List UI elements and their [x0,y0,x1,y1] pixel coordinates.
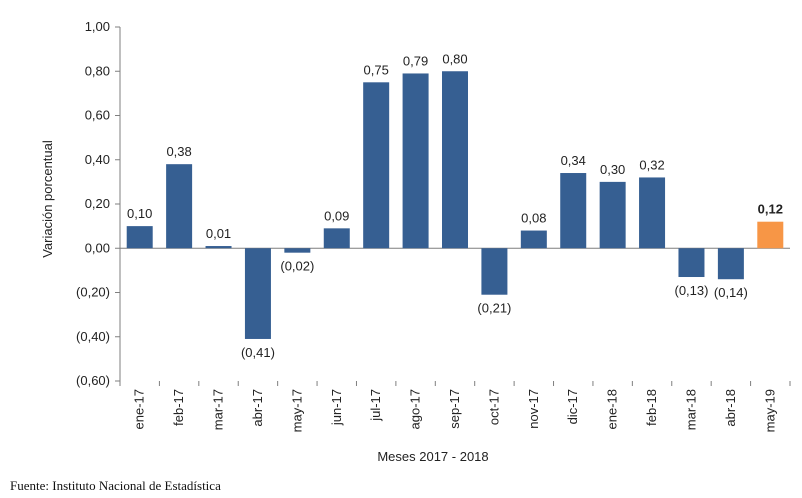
bar [244,248,271,339]
source-note: Fuente: Instituto Nacional de Estadístic… [10,478,221,493]
bar [678,248,705,278]
y-tick-label: 0,20 [85,196,110,211]
y-tick-label: 0,80 [85,63,110,78]
x-tick-label: jun-17 [329,389,344,426]
bar [205,246,232,249]
bar [126,226,153,249]
bar [560,173,587,249]
bar [323,228,350,249]
bar [520,230,547,249]
data-label: 0,34 [561,153,586,168]
bar [599,181,626,249]
x-tick-label: abr-18 [723,389,738,427]
x-tick-label: feb-18 [644,389,659,426]
data-label: 0,32 [639,157,664,172]
x-tick-label: sep-17 [447,389,462,429]
bar [402,73,429,249]
x-tick-label: mar-17 [211,389,226,430]
x-tick-label: may-19 [762,389,777,432]
data-label: 0,12 [758,202,783,217]
x-tick-label: ene-18 [605,389,620,429]
data-label: (0,41) [241,345,275,360]
x-tick-label: mar-18 [683,389,698,430]
bar [363,82,390,249]
data-label: 0,30 [600,162,625,177]
x-tick-label: feb-17 [171,389,186,426]
x-axis-title: Meses 2017 - 2018 [377,449,488,464]
x-tick-label: abr-17 [250,389,265,427]
data-label: (0,14) [714,285,748,300]
data-label: (0,21) [477,301,511,316]
y-tick-label: 0,00 [85,240,110,255]
x-tick-label: dic-17 [565,389,580,424]
bar-chart: 1,00 0,80 0,60 0,40 0,20 0,00 (0,20) (0,40) (0,6… [40,19,791,464]
x-tick-label: ago-17 [408,389,423,429]
y-tick-label: (0,60) [76,373,110,388]
data-label: 0,10 [127,206,152,221]
bar [284,248,311,253]
y-tick-label: 0,40 [85,152,110,167]
x-tick-label: may-17 [289,389,304,432]
bar [639,177,666,249]
data-label: 0,01 [206,226,231,241]
data-label: 0,08 [521,211,546,226]
data-label: 0,80 [442,51,467,66]
data-label: 0,09 [324,208,349,223]
bar [442,71,468,249]
data-label: 0,79 [403,53,428,68]
data-label: (0,13) [674,283,708,298]
y-tick-label: 0,60 [85,108,110,123]
bar [166,164,193,249]
x-tick-label: ene-17 [132,389,147,429]
y-tick-label: 1,00 [85,19,110,34]
bar [481,248,508,295]
x-tick-label: jul-17 [368,389,383,422]
x-tick-label: nov-17 [526,389,541,429]
data-label: (0,02) [280,259,314,274]
bar [717,248,744,280]
bar [757,221,784,249]
y-axis-title: Variación porcentual [40,140,55,258]
y-tick-label: (0,20) [76,285,110,300]
data-label: 0,75 [364,62,389,77]
y-tick-label: (0,40) [76,329,110,344]
x-tick-label: oct-17 [486,389,501,425]
data-label: 0,38 [166,144,191,159]
